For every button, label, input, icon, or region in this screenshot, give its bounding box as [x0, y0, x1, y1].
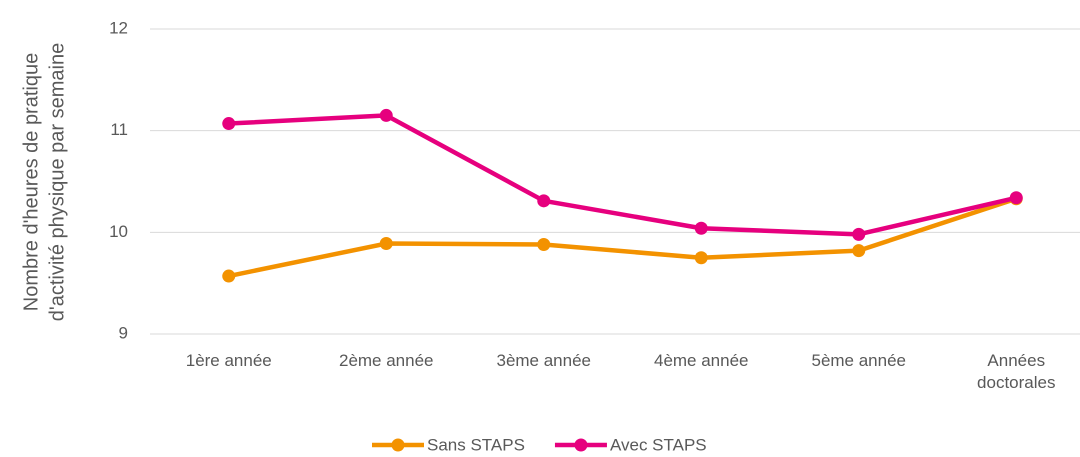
x-tick-label: 5ème année — [811, 351, 907, 370]
y-axis-label: d'activité physique par semaine — [46, 43, 68, 321]
y-tick-label: 12 — [109, 18, 128, 37]
data-point — [379, 108, 393, 122]
data-point — [379, 237, 393, 251]
legend-label: Sans STAPS — [427, 435, 525, 454]
data-point — [537, 194, 551, 208]
legend-marker — [574, 438, 588, 452]
data-point — [1009, 191, 1023, 205]
data-point — [222, 117, 236, 131]
legend-label: Avec STAPS — [610, 435, 707, 454]
legend-marker — [391, 438, 405, 452]
x-tick-label: 1ère année — [185, 351, 272, 370]
data-point — [694, 221, 708, 235]
data-point — [537, 238, 551, 252]
series-line — [228, 113, 1017, 237]
x-tick-label: Années doctorales — [977, 351, 1056, 392]
x-tick-label: 3ème année — [496, 351, 592, 370]
y-tick-label: 10 — [109, 222, 128, 241]
data-point — [694, 251, 708, 265]
y-tick-label: 9 — [119, 323, 128, 342]
data-point — [222, 269, 236, 283]
x-tick-label: 4ème année — [653, 351, 749, 370]
data-point — [852, 244, 866, 258]
series-line — [228, 196, 1017, 279]
x-tick-label: 2ème année — [338, 351, 434, 370]
y-tick-label: 11 — [110, 120, 128, 139]
y-axis-label: Nombre d'heures de pratique — [20, 53, 42, 311]
data-point — [852, 227, 866, 241]
